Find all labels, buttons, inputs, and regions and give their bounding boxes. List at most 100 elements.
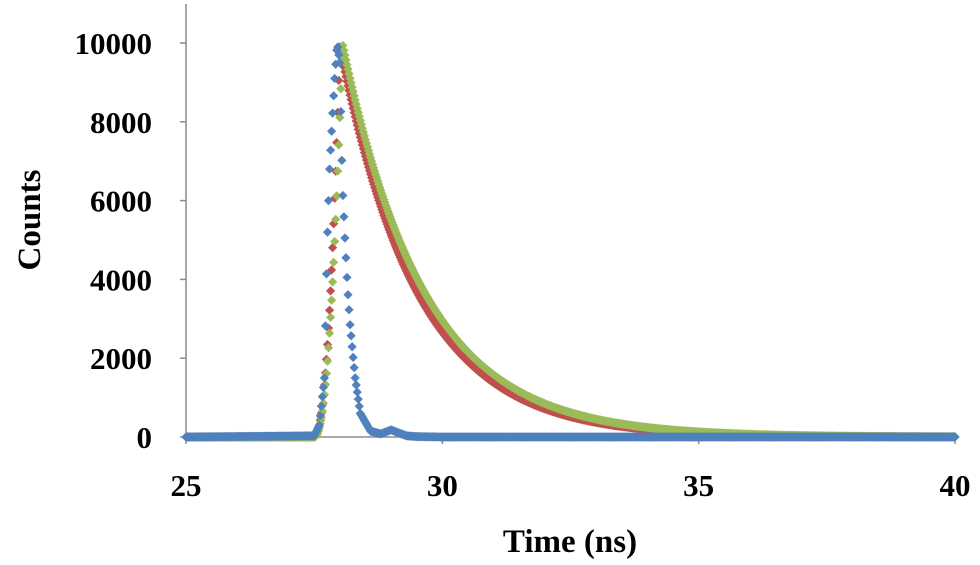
series-1-point xyxy=(349,363,359,373)
series-3-point xyxy=(341,55,351,65)
series-1-point xyxy=(351,380,361,390)
series-1-point xyxy=(329,91,339,101)
series-2-point xyxy=(351,116,361,126)
series-3-point xyxy=(357,123,367,133)
x-tick-label: 35 xyxy=(683,468,714,503)
series-1-point xyxy=(316,401,326,411)
series-3-point xyxy=(343,64,353,74)
series-3-point xyxy=(318,398,328,408)
series-1-point xyxy=(326,126,337,136)
x-tick-label: 40 xyxy=(940,468,971,503)
series-3-point xyxy=(332,191,342,201)
y-tick-label: 8000 xyxy=(90,105,152,140)
series-2-point xyxy=(359,147,370,158)
x-tick-label: 25 xyxy=(171,468,202,503)
series-1-point xyxy=(347,342,357,352)
x-axis-title: Time (ns) xyxy=(503,524,637,560)
series-3 xyxy=(181,40,960,442)
series-3-point xyxy=(352,103,362,113)
series-1-point xyxy=(338,190,348,201)
series-2-point xyxy=(341,71,351,82)
series-1-point xyxy=(328,108,338,118)
series-1-point xyxy=(337,155,347,166)
series-2-point xyxy=(360,151,371,161)
series-3-point xyxy=(336,84,346,94)
series-2-point xyxy=(344,85,354,96)
y-tick-label: 0 xyxy=(137,420,153,455)
series-1-point xyxy=(323,196,334,206)
series-2-point xyxy=(354,128,364,138)
series-3-point xyxy=(333,166,343,176)
series-3-point xyxy=(351,99,361,109)
series-2-point xyxy=(342,76,352,86)
series-1-point xyxy=(339,212,349,222)
series-3-point xyxy=(330,236,340,247)
series-2-point xyxy=(343,81,353,91)
series-1-point xyxy=(322,227,333,237)
series-3-point xyxy=(324,328,335,338)
series-1-point xyxy=(325,145,336,155)
series-1-point xyxy=(317,392,327,402)
series-3-point xyxy=(325,312,336,322)
y-axis-title: Counts xyxy=(12,169,48,270)
x-tick-label: 30 xyxy=(427,468,458,503)
series-1-point xyxy=(354,401,364,411)
series-3-point xyxy=(334,140,344,150)
series-1-point xyxy=(950,432,960,442)
series-2-point xyxy=(357,140,367,150)
series-1-point xyxy=(330,73,340,84)
series-2-point xyxy=(352,120,362,130)
series-3-point xyxy=(358,127,368,137)
series-3-point xyxy=(354,111,364,122)
series-2-point xyxy=(355,132,365,142)
series-2-point xyxy=(340,67,350,77)
series-3-point xyxy=(342,59,352,70)
x-ticks: 25 30 35 40 xyxy=(171,437,971,503)
series-3-point xyxy=(335,112,345,123)
series-1-point xyxy=(334,50,344,60)
series-2-point xyxy=(324,305,335,315)
series-1-point xyxy=(320,321,331,331)
series-1-point xyxy=(343,290,353,300)
series-3-point xyxy=(338,40,348,51)
series-3-point xyxy=(328,277,338,287)
series-3-point xyxy=(355,115,365,126)
series-3-point xyxy=(360,134,371,145)
series-1-point xyxy=(340,233,350,243)
series-1-point xyxy=(348,352,358,363)
series-3-point xyxy=(323,343,334,353)
series-1-point xyxy=(333,42,343,52)
series-1-point xyxy=(315,411,325,421)
series-1-point xyxy=(353,394,363,404)
series-1-point xyxy=(344,305,354,315)
series-3-point xyxy=(331,214,341,224)
series-1-point xyxy=(350,373,360,383)
y-tick-label: 6000 xyxy=(90,184,152,219)
y-tick-label: 10000 xyxy=(75,26,153,61)
series-1-point xyxy=(342,272,352,283)
series-1-point xyxy=(341,253,351,263)
series-3-point xyxy=(353,107,363,117)
series-3-point xyxy=(326,295,337,305)
series-2-point xyxy=(358,144,368,154)
series-3-point xyxy=(329,257,339,267)
series-1-point xyxy=(324,164,335,174)
series-1-point xyxy=(335,58,345,68)
y-tick-label: 2000 xyxy=(90,341,152,376)
series-1-point xyxy=(346,331,356,341)
series-1-point xyxy=(318,382,328,392)
series-2 xyxy=(181,42,960,442)
series-1 xyxy=(181,42,960,442)
axes xyxy=(185,4,955,438)
series-2-point xyxy=(356,136,366,146)
series-2-point xyxy=(339,62,349,72)
series-3-point xyxy=(339,45,349,55)
series-1-point xyxy=(319,373,330,383)
series-1-point xyxy=(336,106,346,117)
y-tick-label: 4000 xyxy=(90,262,152,297)
series-3-point xyxy=(356,119,366,129)
y-ticks: 0 2000 4000 6000 8000 10000 xyxy=(75,26,186,455)
series-3-point xyxy=(340,50,350,60)
series-1-point xyxy=(314,420,324,430)
